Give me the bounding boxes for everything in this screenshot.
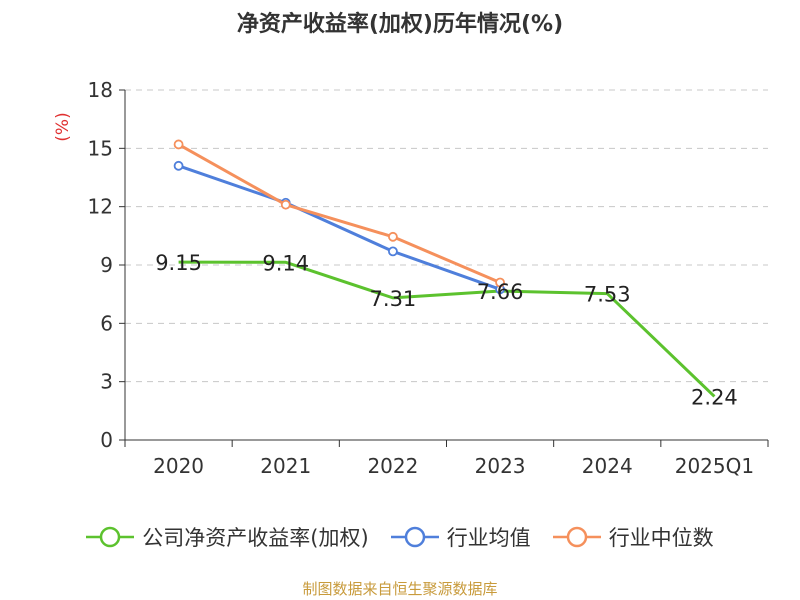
y-axis-label: (%) (53, 112, 73, 141)
legend-swatch-icon (552, 526, 601, 548)
legend-swatch-icon (86, 526, 135, 548)
source-note: 制图数据来自恒生聚源数据库 (302, 580, 498, 598)
x-tick-label: 2022 (367, 454, 418, 478)
legend-item[interactable]: 公司净资产收益率(加权) (86, 522, 369, 552)
grid-lines (125, 89, 768, 383)
x-tick-label: 2025Q1 (675, 454, 754, 478)
y-tick-label: 3 (100, 370, 113, 394)
legend-swatch-icon (390, 526, 439, 548)
data-label: 7.31 (370, 287, 417, 311)
legend-swatch-circle (566, 526, 587, 548)
y-tick-label: 9 (100, 253, 113, 277)
y-tick-label: 0 (100, 428, 113, 452)
legend-swatch-circle (404, 526, 425, 548)
data-label: 9.15 (155, 251, 202, 275)
series-point (173, 160, 184, 171)
legend-label: 行业中位数 (608, 526, 714, 550)
series-line (178, 164, 501, 291)
y-tick-label: 18 (88, 78, 113, 102)
legend-label: 公司净资产收益率(加权) (142, 526, 369, 550)
x-tick-label: 2023 (475, 454, 526, 478)
series-point (388, 231, 398, 242)
legend: 公司净资产收益率(加权) 行业均值 行业中位数 (0, 520, 800, 554)
data-label: 7.66 (477, 280, 524, 304)
legend-item[interactable]: 行业均值 (390, 522, 531, 552)
data-label: 2.24 (691, 385, 738, 409)
x-tick-label: 2024 (582, 454, 633, 478)
chart-title: 净资产收益率(加权)历年情况(%) (236, 12, 564, 37)
data-labels: 9.15 9.14 7.31 7.66 7.53 2.24 (155, 251, 738, 409)
y-tick-label: 6 (100, 311, 113, 335)
series-line (177, 143, 501, 284)
legend-swatch-circle (100, 526, 121, 548)
series-point (280, 199, 291, 210)
legend-label: 行业均值 (446, 526, 531, 550)
data-label: 9.14 (262, 251, 309, 275)
series-line (178, 260, 716, 398)
y-tick-label: 12 (88, 195, 113, 219)
series-point (388, 246, 398, 257)
series-point (495, 277, 505, 288)
series-lines (173, 139, 716, 398)
axes: 0 3 6 9 12 15 18 2020 2021 2022 2023 2024 2025Q1 (%) (53, 78, 769, 478)
data-label: 7.53 (584, 283, 631, 307)
series-point (173, 139, 184, 150)
x-tick-label: 2021 (260, 454, 311, 478)
y-tick-label: 15 (88, 136, 113, 160)
legend-item[interactable]: 行业中位数 (552, 522, 714, 552)
x-tick-label: 2020 (153, 454, 204, 478)
